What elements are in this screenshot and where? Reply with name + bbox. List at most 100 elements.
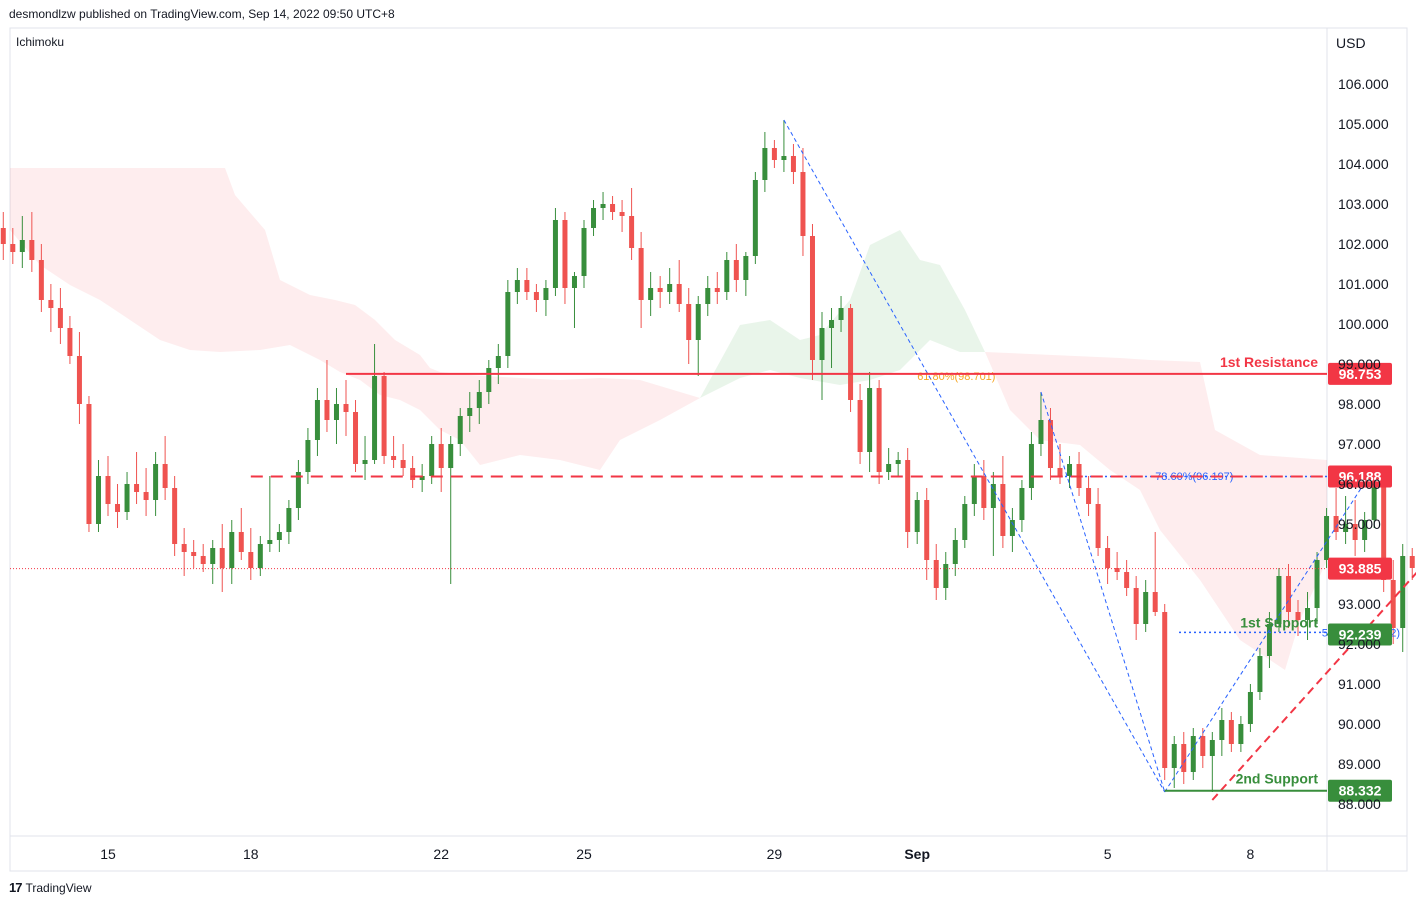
candle-body: [276, 532, 282, 540]
candle-108: [990, 472, 996, 556]
candle-body: [153, 464, 159, 500]
candle-113: [1038, 392, 1044, 456]
candle-22: [172, 476, 178, 556]
candle-body: [238, 532, 244, 552]
candle-body: [667, 284, 673, 292]
candle-body: [410, 468, 416, 480]
candle-65: [581, 220, 587, 288]
candle-body: [76, 356, 82, 404]
candle-body: [600, 204, 606, 208]
candle-77: [695, 296, 701, 376]
candle-body: [134, 484, 140, 492]
candle-126: [1162, 604, 1168, 780]
candle-70: [629, 188, 635, 260]
candle-107: [981, 460, 987, 520]
level-tag-bg: [1328, 557, 1392, 580]
time-axis: 1518222529Sep581215: [100, 846, 1254, 862]
candle-45: [391, 436, 397, 468]
date-label-5: Sep: [904, 846, 930, 862]
candle-body: [200, 556, 206, 564]
candle-46: [400, 444, 406, 476]
candle-102: [933, 544, 939, 600]
price-axis: 88.000 89.000 90.000 91.000 92.000 93.000 95.0…: [1338, 76, 1389, 812]
price-tick-9: 98.000: [1338, 396, 1381, 412]
candle-5: [10, 228, 16, 264]
candle-body: [695, 304, 701, 340]
candle-28: [229, 520, 235, 584]
candle-body: [191, 552, 197, 556]
candle-body: [629, 216, 635, 248]
candle-64: [571, 272, 577, 328]
candle-79: [714, 272, 720, 304]
candle-27: [219, 524, 225, 592]
candle-body: [95, 476, 101, 524]
candle-97: [886, 448, 892, 480]
candle-138: [1276, 568, 1282, 632]
candle-body: [124, 484, 130, 512]
candle-body: [419, 476, 425, 480]
candle-124: [1143, 580, 1149, 632]
price-tick-1: 89.000: [1338, 756, 1381, 772]
candle-40: [343, 380, 349, 436]
level-tag-3: 92.239: [1328, 623, 1392, 646]
candle-body: [286, 508, 292, 532]
candle-body: [790, 156, 796, 172]
candle-body: [638, 248, 644, 300]
candle-body: [1124, 572, 1130, 588]
candle-body: [714, 288, 720, 292]
candle-31: [257, 536, 263, 576]
candle-body: [1181, 744, 1187, 772]
date-label-4: 29: [767, 846, 783, 862]
candle-116: [1067, 456, 1073, 488]
candle-99: [905, 448, 911, 548]
candle-body: [895, 460, 901, 464]
candle-body: [181, 544, 187, 552]
candle-4: [0, 212, 6, 260]
candle-74: [667, 268, 673, 304]
fib-label-0: 61.80%(98.701): [917, 371, 995, 383]
candle-147: [1362, 512, 1368, 552]
candle-139: [1285, 564, 1291, 628]
candle-69: [619, 200, 625, 232]
candle-115: [1057, 444, 1063, 484]
candle-146: [1352, 500, 1358, 556]
price-tick-10: 99.000: [1338, 356, 1381, 372]
candle-119: [1095, 488, 1101, 556]
level-name-0: 1st Resistance: [1220, 354, 1318, 370]
candle-body: [771, 148, 777, 160]
candle-body: [457, 416, 463, 444]
level-tag-1: 96.188: [1328, 465, 1392, 488]
candle-body: [162, 464, 168, 488]
candle-body: [1067, 464, 1073, 476]
candle-89: [809, 224, 815, 380]
level-tag-4: 88.332: [1328, 779, 1392, 802]
footer: 17 TradingView: [9, 880, 92, 895]
candle-body: [362, 460, 368, 464]
candle-body: [295, 472, 301, 508]
rising-trendline: [1211, 571, 1416, 801]
candle-body: [562, 220, 568, 288]
candle-14: [95, 460, 101, 532]
candle-122: [1124, 560, 1130, 596]
candle-90: [819, 312, 825, 400]
candle-86: [781, 120, 787, 172]
ichimoku-cloud-bearish-right: [985, 352, 1327, 670]
candle-body: [172, 488, 178, 544]
level-tag-text: 98.753: [1339, 366, 1382, 382]
candle-body: [333, 404, 339, 420]
candle-63: [562, 212, 568, 304]
candle-9: [48, 284, 54, 332]
candle-body: [57, 308, 63, 328]
candle-body: [486, 368, 492, 392]
date-label-1: 18: [243, 846, 259, 862]
candle-117: [1076, 452, 1082, 496]
candle-96: [876, 380, 882, 484]
candle-body: [229, 532, 235, 568]
candle-body: [1324, 516, 1330, 560]
candle-body: [324, 400, 330, 420]
candle-72: [648, 272, 654, 316]
candle-84: [762, 132, 768, 192]
date-label-6: 5: [1104, 846, 1112, 862]
candle-152: [1409, 548, 1415, 580]
